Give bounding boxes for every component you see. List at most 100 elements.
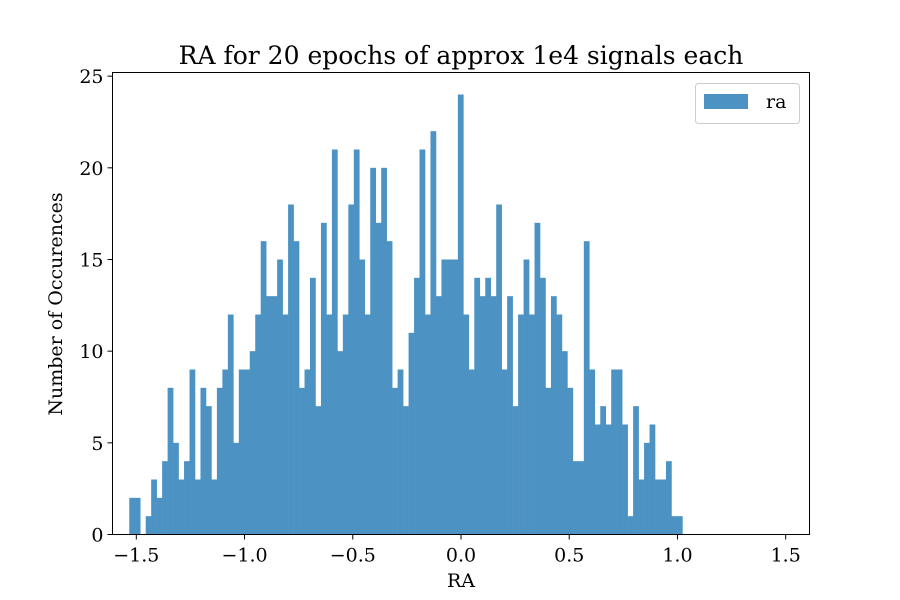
y-tick-label: 0 [91, 525, 103, 547]
y-tick-label: 20 [79, 158, 103, 180]
histogram-bar [216, 387, 223, 535]
histogram-bar [178, 479, 185, 535]
histogram-bar [457, 94, 464, 535]
histogram-bar [167, 387, 174, 535]
histogram-bar [578, 461, 585, 535]
histogram-bar [490, 296, 497, 535]
histogram-bar [173, 442, 179, 535]
histogram-bar [205, 406, 212, 535]
y-tick-label: 15 [79, 250, 103, 272]
histogram-bar [419, 149, 426, 535]
histogram-bar [293, 241, 300, 535]
histogram-bar [435, 296, 442, 535]
histogram-bar [556, 314, 563, 535]
histogram-bar [572, 461, 579, 535]
histogram-bar [260, 241, 267, 535]
histogram-bar [364, 314, 371, 535]
histogram-bar [627, 516, 634, 535]
histogram-bar [600, 406, 607, 535]
legend: ra [695, 83, 800, 124]
histogram-bar [676, 516, 683, 535]
chart-title: RA for 20 epochs of approx 1e4 signals e… [179, 41, 744, 70]
histogram-bar [665, 461, 672, 535]
histogram-bar [534, 222, 541, 535]
histogram-bar [446, 259, 453, 535]
legend-swatch [704, 94, 748, 109]
histogram-bar [266, 296, 272, 535]
histogram-bar [134, 497, 141, 535]
histogram-bar [184, 461, 190, 535]
histogram-bar [337, 351, 344, 535]
histogram-bar [441, 259, 448, 535]
y-tick-label: 5 [91, 433, 103, 455]
histogram-bar [479, 296, 486, 535]
histogram-bar [518, 314, 524, 535]
histogram-bar [430, 131, 437, 535]
histogram-bar [561, 351, 568, 535]
histogram-bar [189, 369, 196, 535]
histogram-bar [649, 424, 656, 535]
histogram-bar [660, 479, 667, 535]
histogram-bar [397, 369, 404, 535]
legend-label: ra [766, 91, 786, 113]
histogram-bar [529, 314, 535, 535]
histogram-bar [282, 314, 289, 535]
histogram-bar [156, 497, 163, 535]
histogram-bar [644, 442, 650, 535]
histogram-bar [594, 424, 601, 535]
histogram-bar [381, 167, 387, 535]
histogram-bar [288, 204, 294, 535]
histogram-bar [485, 277, 492, 535]
histogram-bar [501, 369, 508, 535]
histogram-bar [348, 204, 355, 535]
histogram-bar [370, 167, 377, 535]
y-axis-ticks: 0 5 10 15 20 25 [79, 66, 113, 547]
histogram-bar [605, 424, 612, 535]
x-tick-label: 0.5 [554, 545, 584, 567]
histogram-bar [468, 369, 475, 535]
histogram-bar [633, 406, 639, 535]
histogram-bar [545, 387, 552, 535]
histogram-bar [638, 479, 645, 535]
histogram-bar [249, 351, 256, 535]
histogram-bar [271, 296, 278, 535]
histogram-bar [331, 149, 338, 535]
x-axis-ticks: −1.5 −1.0 −0.5 0.0 0.5 1.0 1.5 [113, 534, 801, 567]
histogram-bar [463, 314, 470, 535]
histogram-bar [194, 479, 201, 535]
histogram-bar [320, 222, 327, 535]
histogram-bar [540, 277, 546, 535]
histogram-bar [375, 222, 382, 535]
histogram-bar [583, 241, 590, 535]
x-tick-label: −1.0 [221, 545, 267, 567]
y-axis-label: Number of Occurences [45, 192, 67, 415]
x-tick-label: 1.0 [662, 545, 692, 567]
histogram-bar [567, 387, 574, 535]
histogram-bar [353, 149, 360, 535]
histogram-bar [326, 314, 333, 535]
histogram-bar [655, 479, 661, 535]
x-axis-label: RA [447, 570, 475, 592]
histogram-bars [129, 94, 683, 535]
y-tick-label: 10 [79, 341, 103, 363]
histogram-bar [452, 259, 459, 535]
histogram-bar [671, 516, 678, 535]
histogram-bar [359, 259, 366, 535]
histogram-bar [523, 259, 530, 535]
histogram-bar [403, 406, 409, 535]
histogram-bar [611, 369, 617, 535]
histogram-bar [496, 204, 502, 535]
histogram-bar [222, 369, 229, 535]
histogram-bar [550, 296, 557, 535]
histogram-bar [255, 314, 262, 535]
histogram-bar [145, 516, 152, 535]
histogram-bar [342, 314, 349, 535]
histogram-bar [408, 332, 415, 535]
histogram-bar [129, 497, 136, 535]
histogram-bar [227, 314, 234, 535]
histogram-bar [277, 259, 283, 535]
x-tick-label: −1.5 [113, 545, 159, 567]
histogram-bar [309, 277, 316, 535]
histogram-bar [616, 369, 623, 535]
